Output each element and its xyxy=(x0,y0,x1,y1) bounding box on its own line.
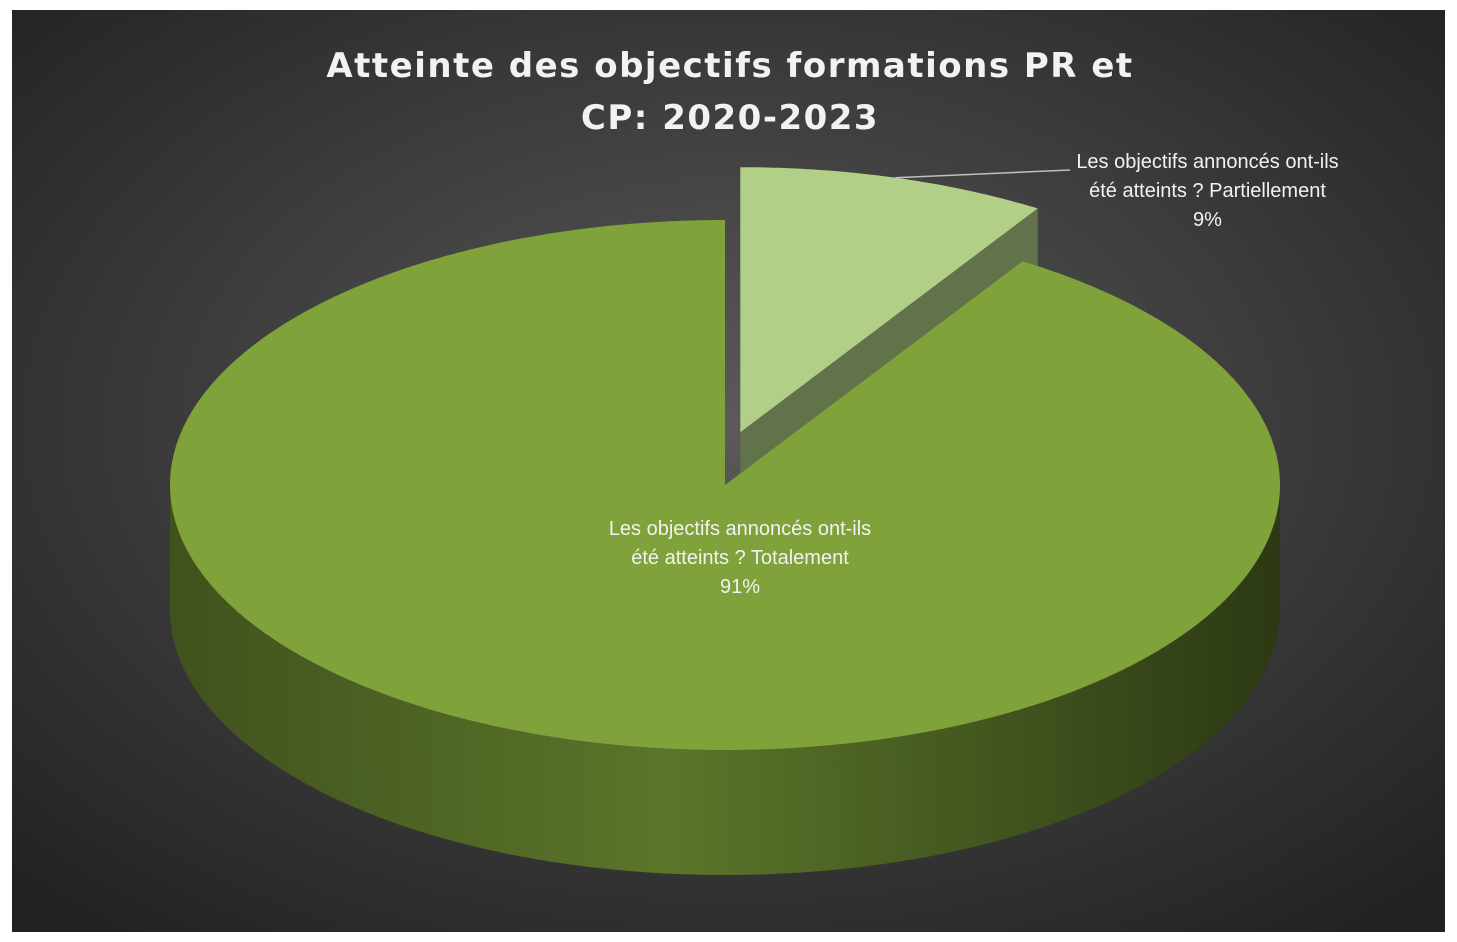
data-label-category: Les objectifs annoncés ont-ils été attei… xyxy=(608,518,872,569)
data-label-category: Les objectifs annoncés ont-ils été attei… xyxy=(1076,151,1339,202)
data-label: Les objectifs annoncés ont-ils été attei… xyxy=(600,515,880,602)
slice xyxy=(740,167,1038,433)
slice xyxy=(170,220,1280,750)
chart-title: Atteinte des objectifs formations PR et … xyxy=(326,46,1134,138)
leader-line xyxy=(895,169,1071,179)
data-label-value: 91% xyxy=(719,576,761,598)
slice-side xyxy=(170,485,1280,875)
data-label: Les objectifs annoncés ont-ils été attei… xyxy=(1070,148,1345,235)
data-label-value: 9% xyxy=(1193,209,1222,231)
